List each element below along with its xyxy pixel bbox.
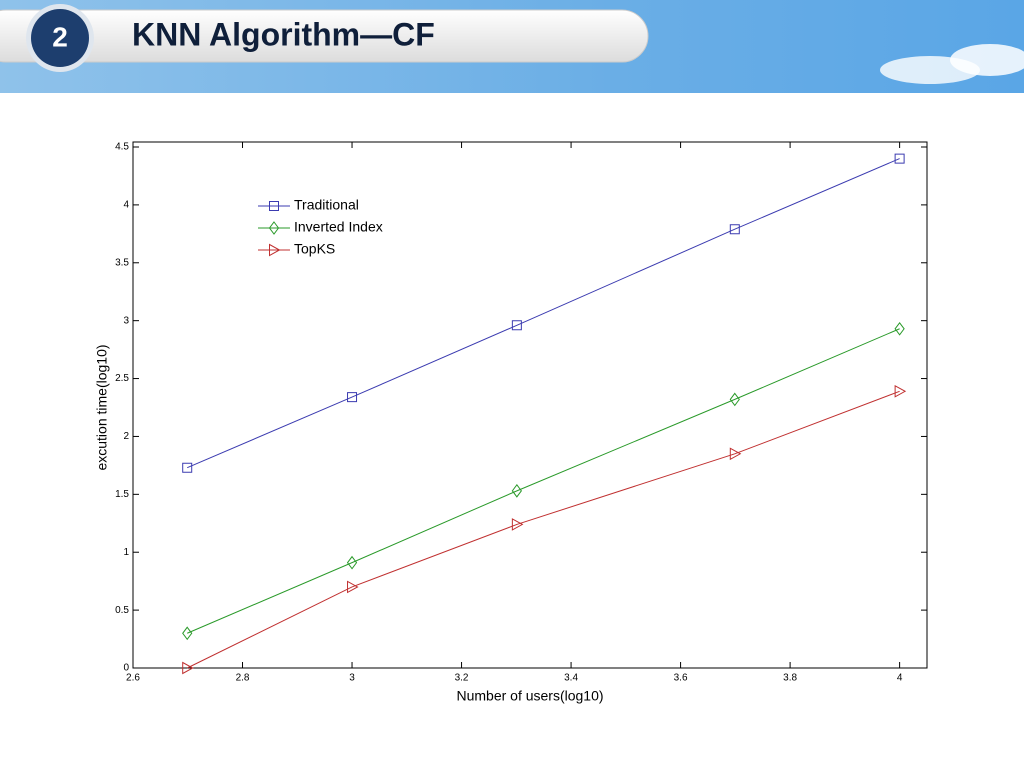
legend-label: Inverted Index [294, 219, 383, 235]
marker [346, 555, 358, 570]
marker [894, 321, 905, 336]
marker [729, 392, 740, 407]
marker [511, 484, 522, 498]
marker [347, 580, 359, 594]
marker [182, 661, 194, 675]
marker [729, 447, 742, 461]
x-tick-label: 3.6 [674, 673, 688, 684]
y-tick-label: 4.5 [115, 142, 129, 153]
legend-label: TopKS [294, 241, 335, 257]
x-tick-label: 3.2 [455, 673, 469, 684]
y-tick-label: 0.5 [115, 605, 129, 616]
x-tick-label: 3.8 [783, 673, 797, 684]
series-line [187, 328, 900, 634]
y-tick-label: 1 [123, 547, 129, 558]
y-tick-label: 0 [123, 663, 129, 674]
x-tick-label: 2.6 [126, 673, 140, 684]
cloud [950, 44, 1024, 76]
title-pill [0, 9, 649, 63]
plot-area [132, 141, 928, 669]
y-tick-label: 4 [123, 200, 129, 211]
marker [511, 320, 522, 331]
marker [347, 392, 358, 403]
marker [894, 384, 907, 398]
legend-marker [269, 243, 281, 257]
slide-title: KNN Algorithm—CF [132, 16, 435, 52]
marker [894, 153, 905, 164]
legend-marker [269, 201, 279, 211]
marker [511, 518, 524, 531]
series-line [186, 390, 900, 669]
marker [182, 462, 193, 473]
y-tick-label: 3.5 [115, 257, 129, 268]
y-tick-label: 3 [123, 315, 129, 326]
y-axis-label: excution time(log10) [94, 344, 110, 470]
marker [729, 224, 740, 235]
x-axis-label: Number of users(log10) [456, 688, 603, 704]
y-tick-label: 2.5 [115, 373, 129, 384]
legend-label: Traditional [294, 197, 359, 213]
x-tick-label: 4 [897, 673, 903, 684]
y-tick-label: 1.5 [115, 489, 129, 500]
slide-number: 2 [52, 21, 68, 52]
x-tick-label: 3.4 [564, 673, 578, 684]
series-line [187, 158, 900, 469]
badge [31, 9, 89, 67]
chart: 2.6 2.8 3 3.2 3.4 3.6 3.8 4 0 0.5 1 1.5 2 2.5 3 3.5 4 4.5… [94, 141, 928, 704]
x-tick-label: 3 [349, 673, 355, 684]
legend-marker [268, 221, 280, 235]
y-tick-label: 2 [123, 431, 129, 442]
marker [182, 626, 193, 641]
x-tick-label: 2.8 [236, 673, 250, 684]
